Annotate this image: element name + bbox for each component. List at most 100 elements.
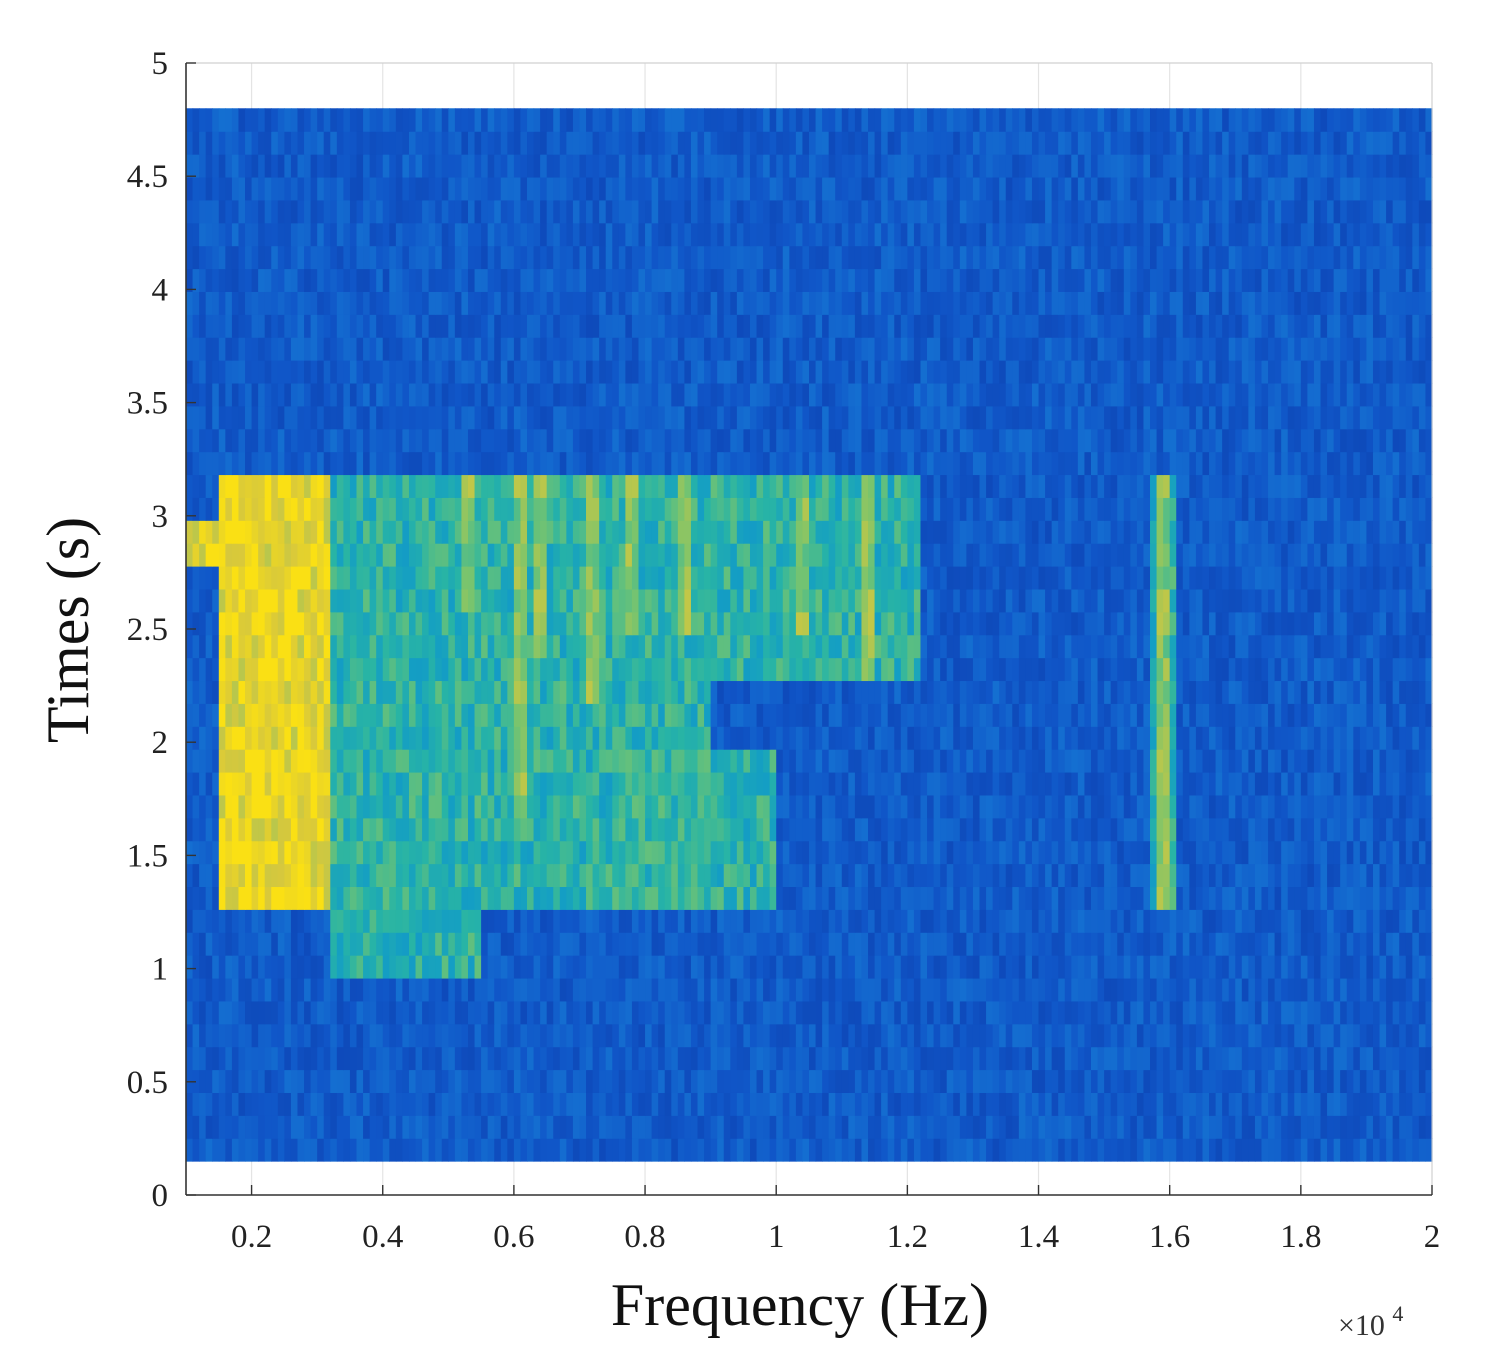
heatmap-cell (723, 657, 731, 682)
heatmap-cell (782, 1069, 790, 1093)
heatmap-cell (1215, 909, 1223, 933)
heatmap-cell (881, 840, 889, 865)
heatmap-cell (395, 703, 404, 727)
heatmap-cell (841, 1138, 849, 1162)
heatmap-cell (356, 977, 364, 1002)
heatmap-cell (559, 703, 567, 727)
heatmap-cell (1399, 703, 1407, 727)
heatmap-cell (225, 977, 233, 1002)
heatmap-cell (972, 726, 981, 750)
heatmap-cell (868, 611, 876, 636)
heatmap-cell (848, 1069, 856, 1093)
heatmap-cell (1359, 749, 1368, 773)
heatmap-cell (192, 977, 200, 1002)
heatmap-cell (264, 726, 272, 750)
heatmap-cell (802, 909, 810, 933)
heatmap-cell (323, 543, 331, 567)
heatmap-cell (1287, 794, 1295, 819)
heatmap-cell (277, 863, 285, 888)
heatmap-cell (769, 909, 777, 933)
heatmap-cell (205, 977, 213, 1002)
heatmap-cell (317, 1069, 325, 1093)
heatmap-cell (290, 771, 299, 796)
heatmap-cell (1372, 1092, 1381, 1116)
heatmap-cell (1051, 771, 1059, 796)
heatmap-cell (1110, 1115, 1118, 1139)
heatmap-cell (638, 749, 646, 773)
heatmap-cell (395, 863, 404, 888)
heatmap-cell (579, 1115, 587, 1139)
heatmap-cell (441, 1069, 449, 1093)
heatmap-cell (625, 932, 633, 956)
heatmap-cell (1353, 1000, 1361, 1025)
heatmap-cell (1248, 611, 1256, 636)
heatmap-cell (1274, 726, 1282, 750)
heatmap-cell (323, 726, 331, 750)
heatmap-cell (343, 1092, 351, 1116)
heatmap-cell (1372, 955, 1381, 979)
heatmap-cell (336, 909, 344, 933)
heatmap-cell (572, 771, 581, 796)
heatmap-cell (422, 886, 430, 910)
heatmap-cell (507, 977, 515, 1002)
heatmap-cell (835, 566, 843, 590)
heatmap-cell (382, 794, 390, 819)
heatmap-cell (192, 680, 200, 704)
heatmap-cell (500, 1069, 508, 1093)
heatmap-cell (1150, 634, 1158, 659)
heatmap-cell (441, 955, 449, 979)
heatmap-cell (1228, 611, 1236, 636)
heatmap-cell (1261, 634, 1269, 659)
heatmap-cell (1169, 955, 1177, 979)
heatmap-cell (1425, 703, 1433, 727)
heatmap-cell (435, 771, 443, 796)
heatmap-cell (809, 1069, 817, 1093)
heatmap-cell (815, 611, 823, 636)
heatmap-cell (1150, 657, 1158, 682)
heatmap-cell (913, 932, 922, 956)
heatmap-cell (363, 909, 371, 933)
heatmap-cell (251, 909, 259, 933)
heatmap-cell (710, 588, 718, 613)
heatmap-cell (297, 634, 305, 659)
heatmap-cell (481, 771, 489, 796)
heatmap-cell (881, 680, 889, 704)
heatmap-cell (297, 909, 305, 933)
heatmap-cell (297, 726, 305, 750)
heatmap-cell (1340, 794, 1348, 819)
heatmap-cell (310, 657, 318, 682)
heatmap-cell (1241, 726, 1249, 750)
heatmap-cell (579, 977, 587, 1002)
heatmap-cell (507, 680, 515, 704)
heatmap-cell (1320, 634, 1328, 659)
heatmap-cell (684, 1023, 692, 1048)
heatmap-cell (638, 886, 646, 910)
heatmap-cell (809, 588, 817, 613)
heatmap-cell (730, 794, 738, 819)
heatmap-cell (376, 726, 384, 750)
heatmap-cell (743, 863, 751, 888)
heatmap-cell (1241, 817, 1249, 842)
heatmap-cell (1425, 817, 1433, 842)
heatmap-cell (946, 1115, 954, 1139)
heatmap-cell (1346, 909, 1354, 933)
heatmap-cell (605, 588, 613, 613)
heatmap-cell (1359, 840, 1368, 865)
heatmap-cell (1340, 1092, 1348, 1116)
heatmap-cell (1222, 703, 1230, 727)
heatmap-cell (1307, 886, 1315, 910)
heatmap-cell (1241, 680, 1249, 704)
heatmap-cell (330, 749, 338, 773)
heatmap-cell (376, 1023, 384, 1048)
heatmap-cell (809, 749, 817, 773)
heatmap-cell (756, 977, 764, 1002)
heatmap-cell (1372, 703, 1381, 727)
heatmap-cell (369, 1115, 377, 1139)
heatmap-cell (1097, 588, 1105, 613)
heatmap-cell (1202, 932, 1210, 956)
heatmap-cell (1209, 611, 1217, 636)
heatmap-cell (1176, 955, 1184, 979)
heatmap-cell (913, 771, 922, 796)
heatmap-cell (710, 1138, 718, 1162)
heatmap-cell (1202, 611, 1210, 636)
